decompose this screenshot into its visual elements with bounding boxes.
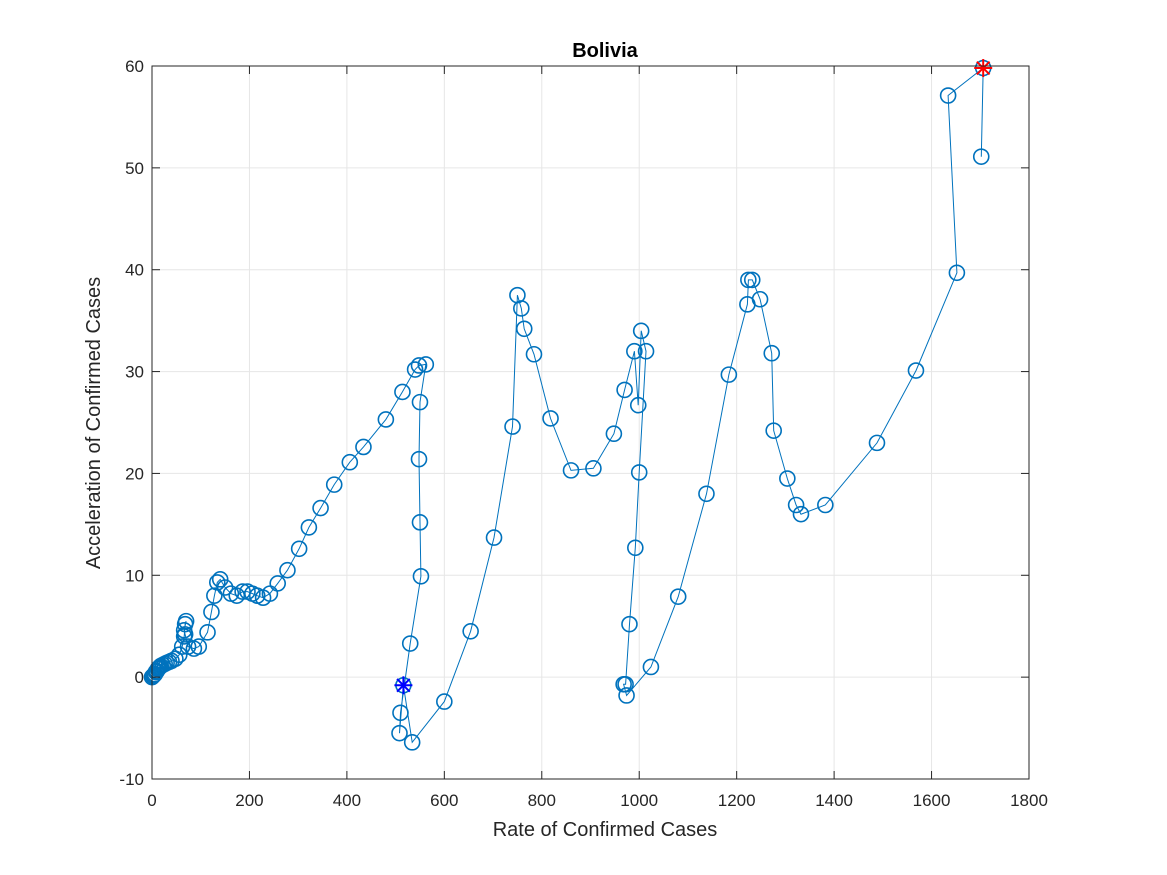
data-point	[377, 411, 395, 428]
data-point	[585, 460, 602, 477]
data-point	[621, 615, 638, 633]
y-tick-label: 40	[125, 261, 144, 280]
data-point	[300, 519, 318, 536]
y-tick-label: 0	[135, 668, 144, 687]
data-point	[765, 422, 782, 439]
data-point	[269, 575, 287, 592]
data-point	[779, 470, 796, 487]
data-point	[355, 438, 372, 456]
y-tick-label: 50	[125, 159, 144, 178]
data-point	[403, 734, 421, 751]
data-point	[642, 658, 660, 676]
data-point	[720, 366, 738, 383]
data-point	[513, 300, 530, 317]
x-tick-label: 200	[235, 791, 263, 810]
data-point	[391, 724, 408, 742]
x-tick-label: 1000	[620, 791, 658, 810]
x-tick-label: 1800	[1010, 791, 1048, 810]
data-point	[412, 568, 430, 585]
data-point	[312, 499, 329, 517]
data-point	[436, 693, 453, 710]
data-point	[972, 148, 990, 165]
data-point	[605, 425, 623, 443]
data-point	[190, 638, 208, 655]
data-point	[948, 264, 966, 282]
data-point	[410, 450, 428, 468]
plot-area	[143, 59, 993, 751]
axes-box	[151, 65, 1030, 780]
data-point	[907, 362, 925, 379]
data-point	[751, 290, 769, 308]
data-point	[176, 626, 194, 643]
chart-title: Bolivia	[572, 40, 638, 62]
data-point	[542, 410, 559, 427]
data-point	[411, 393, 429, 411]
tick-labels: 0 200 400 600 800 1000 1200 1400 1600 1800-100102…	[119, 57, 1047, 810]
data-point	[868, 434, 886, 452]
data-point	[525, 345, 543, 363]
data-point	[627, 539, 644, 557]
y-axis-label: Acceleration of Confirmed Cases	[83, 277, 105, 569]
x-axis-label: Rate of Confirmed Cases	[493, 819, 718, 841]
data-point	[939, 87, 957, 104]
x-tick-label: 800	[528, 791, 556, 810]
start-marker	[394, 676, 413, 695]
data-point	[763, 344, 781, 362]
data-point	[817, 496, 834, 514]
data-point	[411, 514, 429, 531]
data-point	[637, 342, 655, 360]
x-tick-label: 1600	[913, 791, 951, 810]
data-point	[787, 496, 805, 514]
data-point	[199, 624, 216, 641]
data-point	[211, 571, 229, 588]
data-point	[792, 505, 810, 523]
data-point	[618, 687, 635, 704]
data-point	[406, 361, 424, 378]
y-tick-label: 60	[125, 57, 144, 76]
data-point	[177, 612, 195, 630]
data-point	[743, 271, 761, 289]
data-point	[629, 396, 647, 414]
data-point	[504, 418, 521, 435]
x-tick-label: 0	[147, 791, 156, 810]
data-point	[216, 579, 234, 596]
y-tick-label: 30	[125, 363, 144, 382]
y-tick-label: -10	[119, 770, 144, 789]
data-point	[417, 356, 435, 373]
x-tick-label: 1400	[815, 791, 853, 810]
data-point	[325, 476, 343, 493]
data-point	[485, 529, 503, 546]
data-point	[669, 588, 687, 605]
data-point	[626, 342, 643, 360]
x-tick-label: 600	[430, 791, 458, 810]
data-point	[341, 453, 359, 471]
data-point	[206, 587, 223, 604]
data-point	[632, 322, 650, 340]
y-tick-label: 20	[125, 464, 144, 483]
data-point	[562, 462, 580, 479]
x-tick-label: 1200	[718, 791, 756, 810]
data-point	[515, 320, 533, 338]
data-point	[630, 464, 648, 481]
data-point	[410, 357, 428, 374]
y-tick-label: 10	[125, 566, 144, 585]
data-point	[462, 623, 479, 640]
data-point	[290, 540, 308, 558]
x-tick-label: 400	[333, 791, 361, 810]
data-point	[203, 603, 220, 621]
data-point	[615, 675, 632, 693]
data-point	[401, 635, 419, 652]
data-point	[616, 381, 633, 399]
data-point	[392, 704, 409, 722]
end-marker	[974, 59, 993, 78]
data-point	[173, 638, 191, 655]
start-marker-stroke	[396, 678, 411, 693]
axes	[151, 65, 1030, 780]
data-point	[394, 383, 411, 401]
data-point	[740, 271, 757, 289]
data-point	[698, 485, 715, 503]
data-point	[279, 561, 296, 579]
end-marker-stroke	[976, 60, 991, 76]
